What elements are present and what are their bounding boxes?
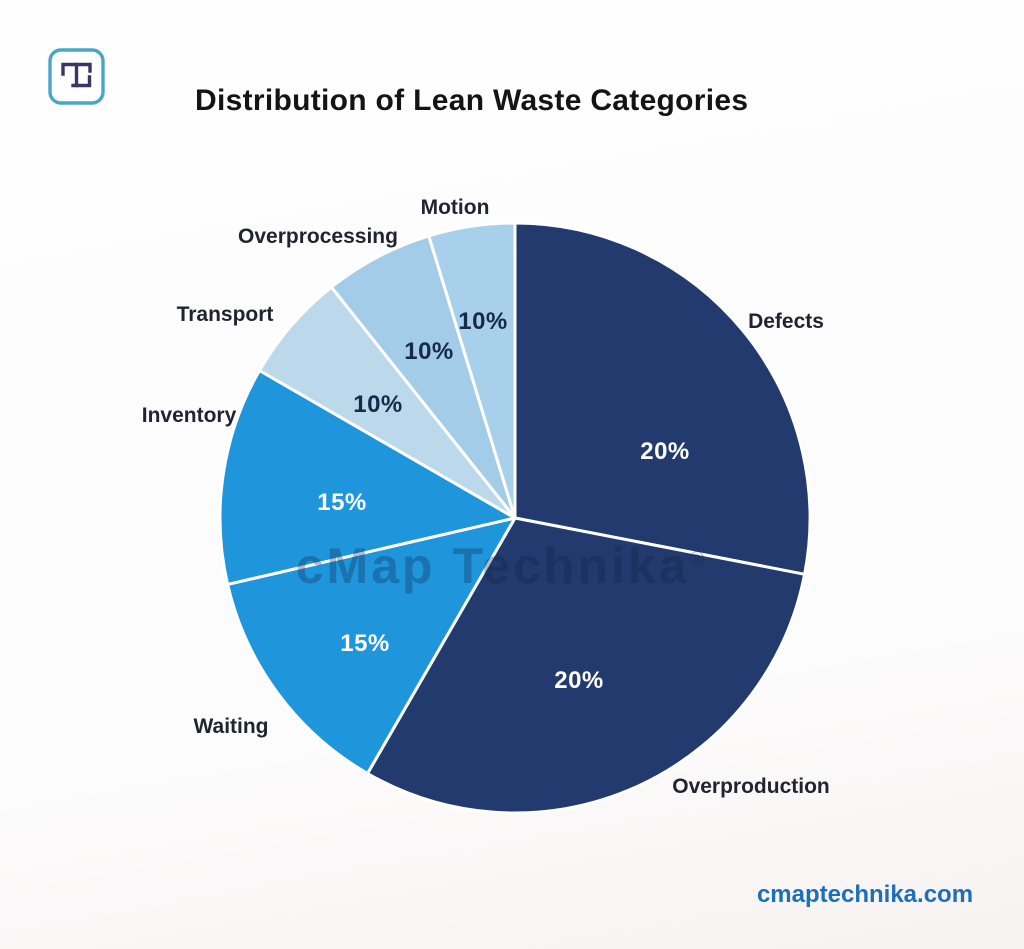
- brand-logo: [47, 47, 106, 106]
- pie-slice-overproduction: [366, 516, 807, 815]
- slice-category-label-transport: Transport: [176, 303, 274, 326]
- pie-slice-motion: [427, 221, 517, 520]
- slice-value-label-transport: 10%: [353, 391, 403, 418]
- slice-value-label-motion: 10%: [458, 308, 508, 335]
- slice-value-label-waiting: 15%: [340, 630, 390, 657]
- website-link[interactable]: cmaptechnika.com: [756, 881, 974, 908]
- pie-chart: 20% 20% 15% 15% 10% 10% 10%: [217, 220, 813, 816]
- slice-category-label-waiting: Waiting: [193, 715, 269, 738]
- pie-slice-inventory: [218, 369, 517, 586]
- brand-logo-icon: [48, 48, 105, 105]
- slice-category-label-overprocessing: Overprocessing: [238, 225, 398, 248]
- slice-category-label-inventory: Inventory: [141, 404, 237, 427]
- slice-category-label-overproduction: Overproduction: [672, 775, 830, 798]
- slice-value-label-overproduction: 20%: [554, 667, 604, 694]
- page-title: Distribution of Lean Waste Categories: [195, 84, 749, 117]
- slice-value-label-defects: 20%: [640, 438, 690, 465]
- slice-category-label-defects: Defects: [748, 310, 824, 333]
- slice-value-label-inventory: 15%: [317, 489, 367, 516]
- pie-slice-waiting: [226, 516, 517, 775]
- slice-value-label-overprocessing: 10%: [404, 338, 454, 365]
- slice-category-label-motion: Motion: [420, 196, 490, 219]
- pie-slice-defects: [513, 221, 812, 576]
